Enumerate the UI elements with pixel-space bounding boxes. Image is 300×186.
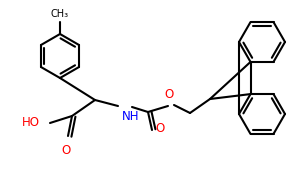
Text: CH₃: CH₃ [51,9,69,19]
Text: NH: NH [122,110,140,123]
Text: O: O [61,144,70,157]
Text: HO: HO [22,116,40,129]
Text: O: O [155,121,164,134]
Text: O: O [164,88,174,101]
